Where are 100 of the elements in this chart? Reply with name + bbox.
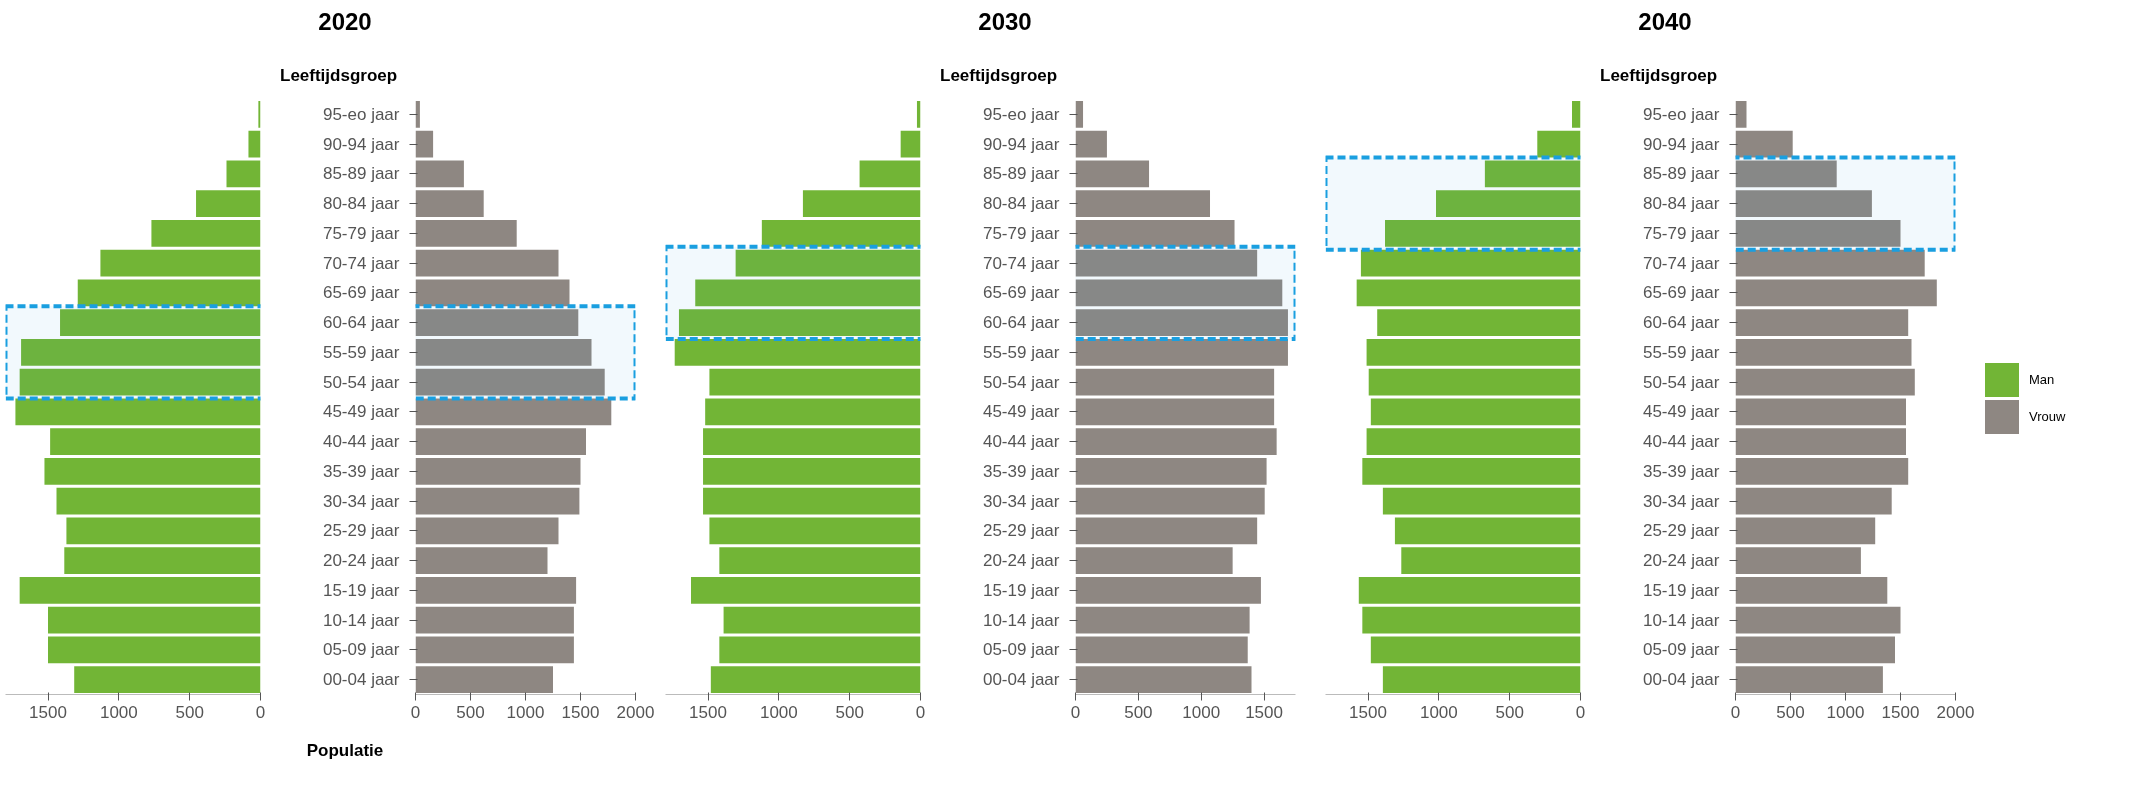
bar xyxy=(1075,576,1261,604)
y-tick-label: 30-34 jaar xyxy=(1642,491,1720,511)
bar xyxy=(1735,338,1912,366)
y-tick-label: 15-19 jaar xyxy=(322,580,400,600)
bar xyxy=(1075,160,1150,187)
y-tick-label: 75-79 jaar xyxy=(1642,223,1720,243)
bar xyxy=(1075,100,1084,128)
y-tick-label: 55-59 jaar xyxy=(1642,342,1720,362)
y-tick-label: 80-84 jaar xyxy=(322,193,400,213)
y-tick-label: 55-59 jaar xyxy=(982,342,1060,362)
bar xyxy=(15,398,261,425)
y-tick-label: 70-74 jaar xyxy=(1642,253,1720,273)
bar xyxy=(415,130,434,158)
x-tick-label: 1000 xyxy=(1826,702,1865,722)
y-tick-label: 50-54 jaar xyxy=(982,372,1060,392)
y-tick-label: 30-34 jaar xyxy=(322,491,400,511)
bar xyxy=(735,249,921,277)
chart-title: 2020 xyxy=(318,7,372,37)
y-tick-label: 80-84 jaar xyxy=(1642,193,1720,213)
x-axis-title: Populatie xyxy=(306,739,384,762)
bar xyxy=(21,338,261,366)
bar xyxy=(1366,338,1581,366)
y-tick-label: 05-09 jaar xyxy=(982,639,1060,659)
y-tick-label: 40-44 jaar xyxy=(1642,431,1720,451)
bar xyxy=(415,487,580,515)
bar xyxy=(1401,546,1581,574)
bar xyxy=(709,368,921,396)
bar xyxy=(1368,368,1581,396)
bar xyxy=(258,100,261,128)
bar xyxy=(60,308,261,336)
bar xyxy=(1075,487,1265,515)
bar xyxy=(723,606,921,634)
bar xyxy=(415,308,579,336)
x-tick-label: 0 xyxy=(1730,702,1741,722)
bar xyxy=(415,100,420,128)
bar xyxy=(1075,427,1277,455)
y-tick-label: 60-64 jaar xyxy=(1642,312,1720,332)
bar xyxy=(1075,665,1252,693)
x-tick-label: 1000 xyxy=(506,702,545,722)
x-tick-label: 1000 xyxy=(759,702,798,722)
bar xyxy=(50,427,261,455)
bar xyxy=(1735,249,1925,277)
y-tick-label: 40-44 jaar xyxy=(982,431,1060,451)
bar xyxy=(1735,130,1793,158)
y-tick-label: 00-04 jaar xyxy=(982,669,1060,689)
y-tick-label: 90-94 jaar xyxy=(982,134,1060,154)
x-tick-label: 500 xyxy=(175,702,204,722)
bar xyxy=(1075,338,1288,366)
bar xyxy=(1735,427,1906,455)
y-axis-title: Leeftijdsgroep xyxy=(280,65,398,88)
y-tick-label: 35-39 jaar xyxy=(1642,461,1720,481)
bar xyxy=(1075,249,1258,277)
bar xyxy=(415,279,570,306)
bar xyxy=(705,398,921,425)
bar xyxy=(415,189,484,217)
x-tick-label: 1000 xyxy=(99,702,138,722)
bar xyxy=(1385,219,1581,247)
bar xyxy=(1075,546,1233,574)
bar xyxy=(415,457,581,485)
bar xyxy=(719,636,921,663)
bar xyxy=(1075,606,1250,634)
x-tick-label: 500 xyxy=(456,702,485,722)
x-tick-label: 500 xyxy=(835,702,864,722)
bar xyxy=(415,665,553,693)
bar xyxy=(1735,279,1937,306)
y-tick-label: 20-24 jaar xyxy=(982,550,1060,570)
bar xyxy=(1360,249,1581,277)
bar xyxy=(48,606,261,634)
bar xyxy=(1735,576,1888,604)
y-tick-label: 65-69 jaar xyxy=(1642,282,1720,302)
chart-title: 2040 xyxy=(1638,7,1692,37)
bar xyxy=(1362,457,1581,485)
y-tick-label: 35-39 jaar xyxy=(322,461,400,481)
bar xyxy=(1362,606,1581,634)
bar xyxy=(415,517,559,544)
y-tick-label: 90-94 jaar xyxy=(1642,134,1720,154)
bar xyxy=(1735,517,1876,544)
y-tick-label: 80-84 jaar xyxy=(982,193,1060,213)
y-tick-label: 35-39 jaar xyxy=(982,461,1060,481)
bar xyxy=(44,457,261,485)
bar xyxy=(1075,189,1211,217)
x-tick-label: 1000 xyxy=(1419,702,1458,722)
bar xyxy=(415,427,586,455)
y-tick-label: 25-29 jaar xyxy=(1642,520,1720,540)
bar xyxy=(1735,665,1883,693)
x-tick-label: 500 xyxy=(1124,702,1153,722)
x-tick-label: 1500 xyxy=(1245,702,1283,722)
bar xyxy=(1394,517,1581,544)
y-tick-label: 90-94 jaar xyxy=(322,134,400,154)
x-tick-label: 1000 xyxy=(1182,702,1221,722)
y-tick-label: 60-64 jaar xyxy=(982,312,1060,332)
bar xyxy=(1572,100,1581,128)
y-tick-label: 70-74 jaar xyxy=(322,253,400,273)
bar xyxy=(691,576,921,604)
y-axis-title: Leeftijdsgroep xyxy=(1600,65,1718,88)
bar xyxy=(248,130,261,158)
bar xyxy=(77,279,261,306)
y-tick-label: 05-09 jaar xyxy=(1642,639,1720,659)
bar xyxy=(415,249,559,277)
bar xyxy=(674,338,921,366)
